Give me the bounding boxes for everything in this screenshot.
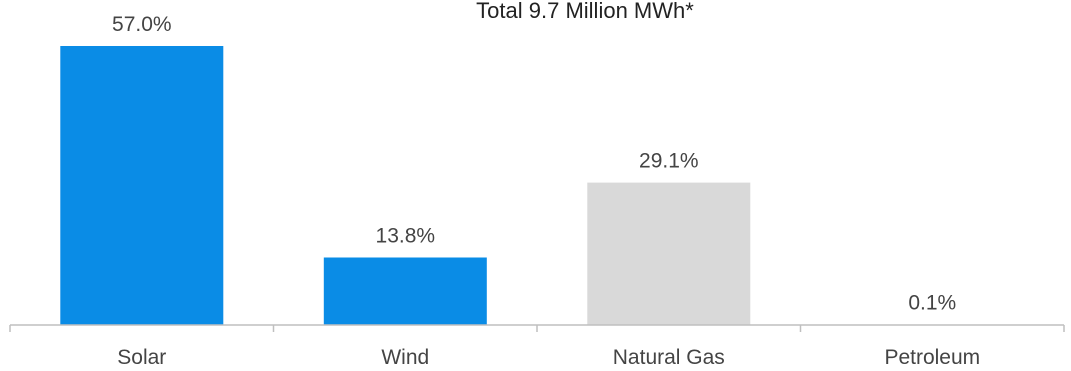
bar-solar	[60, 46, 224, 325]
chart-title: Total 9.7 Million MWh*	[476, 0, 694, 23]
bar-natural-gas	[587, 182, 751, 325]
tick-label-natural-gas: Natural Gas	[613, 346, 725, 369]
x-axis-tick-labels: Solar Wind Natural Gas Petroleum	[117, 346, 980, 369]
data-label-natural-gas: 29.1%	[639, 150, 699, 173]
tick-label-solar: Solar	[117, 346, 166, 369]
bar-wind	[323, 257, 487, 325]
x-axis-ticks	[9, 325, 1065, 332]
tick-label-wind: Wind	[381, 346, 429, 369]
tick-label-petroleum: Petroleum	[884, 346, 980, 369]
data-label-wind: 13.8%	[376, 225, 436, 248]
data-labels-group: 57.0% 13.8% 29.1% 0.1%	[112, 13, 956, 315]
bars-group	[60, 46, 1014, 325]
data-label-solar: 57.0%	[112, 13, 172, 36]
data-label-petroleum: 0.1%	[908, 292, 956, 315]
